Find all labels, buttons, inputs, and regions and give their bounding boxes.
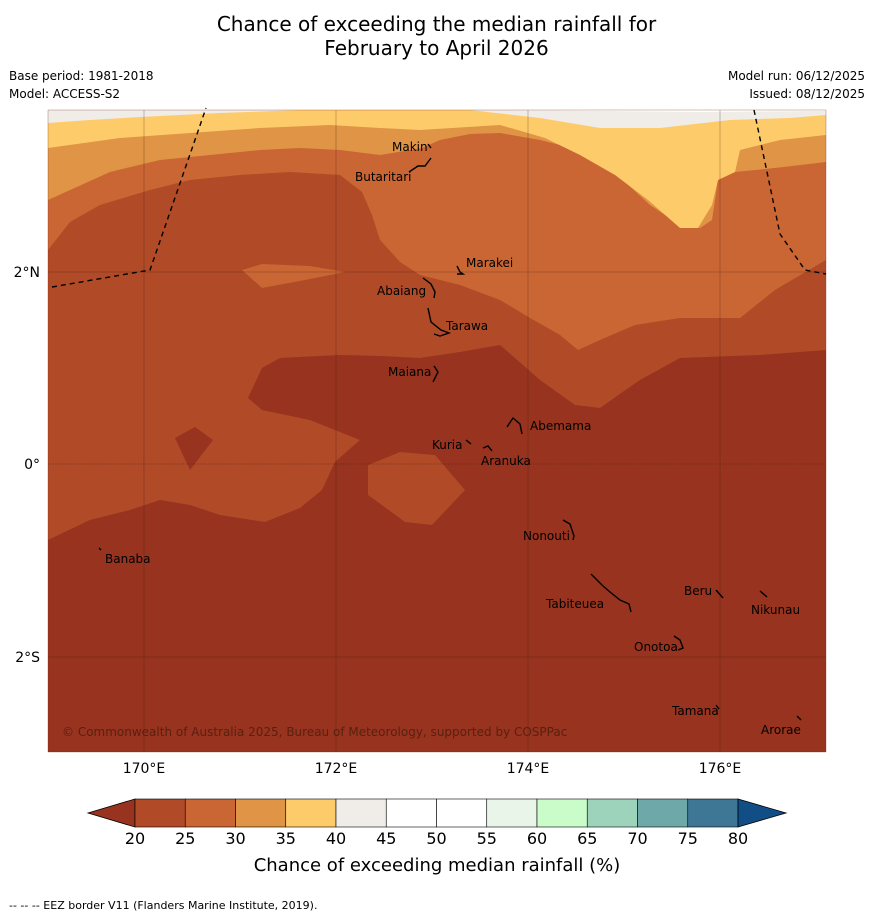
title-line-1: Chance of exceeding the median rainfall …: [216, 12, 657, 36]
colorbar-tick-30: 30: [225, 829, 245, 848]
island-nikunau: [759, 590, 768, 598]
island-abemama: [506, 416, 523, 435]
island-abaiang: [422, 277, 436, 299]
colorbar-tick-45: 45: [376, 829, 396, 848]
eez-border-east: [753, 109, 827, 275]
lon-label-174e: 174°E: [507, 761, 550, 777]
colorbar-tick-80: 80: [728, 829, 748, 848]
colorbar-tick-65: 65: [577, 829, 597, 848]
label-abemama: Abemama: [530, 419, 591, 433]
label-maiana: Maiana: [388, 365, 431, 379]
colorbar-bin-45-50: [385, 798, 437, 828]
island-nonouti: [562, 519, 575, 541]
meta-left: Base period: 1981-2018 Model: ACCESS-S2: [9, 67, 154, 103]
colorbar-tick-55: 55: [477, 829, 497, 848]
island-banaba: [98, 547, 102, 551]
model-run: Model run: 06/12/2025: [727, 69, 865, 83]
eez-border-west: [51, 107, 207, 288]
label-arorae: Arorae: [761, 723, 801, 737]
lat-label-0: 0°: [24, 457, 40, 473]
colorbar-tick-35: 35: [276, 829, 296, 848]
colorbar-below-20: [86, 798, 136, 828]
colorbar-bin-60-65: [536, 798, 588, 828]
island-marakei: [456, 265, 466, 275]
lat-label-2n: 2°N: [14, 265, 40, 281]
colorbar-bin-40-45: [335, 798, 387, 828]
colorbar-ticks: 20 25 30 35 40 45 50 55 60 65 70 75 80: [125, 829, 748, 848]
colorbar-above-80: [737, 798, 788, 828]
label-aranuka: Aranuka: [481, 454, 531, 468]
region-20-25-isle: [368, 452, 465, 525]
map-panel: [48, 110, 826, 752]
island-onotoa: [673, 635, 684, 651]
meta-right: Model run: 06/12/2025 Issued: 08/12/2025: [728, 67, 865, 103]
colorbar-bin-50-55: [436, 798, 488, 828]
island-butaritari: [408, 157, 432, 173]
lat-labels: 2°N 0° 2°S: [14, 265, 41, 666]
colorbar-tick-70: 70: [627, 829, 647, 848]
label-banaba: Banaba: [105, 552, 151, 566]
region-25-30-isle: [242, 264, 345, 288]
lat-label-2s: 2°S: [15, 650, 40, 666]
label-tabiteuea: Tabiteuea: [545, 597, 604, 611]
label-onotoa: Onotoa: [634, 640, 678, 654]
colorbar-bin-75-80: [687, 798, 739, 828]
island-maiana: [432, 365, 439, 383]
label-kuria: Kuria: [432, 438, 463, 452]
eez-borders: [51, 107, 827, 288]
region-40-45: [48, 110, 826, 128]
region-45-50: [48, 110, 826, 112]
label-tamana: Tamana: [671, 704, 719, 718]
colorbar-tick-25: 25: [175, 829, 195, 848]
island-tabiteuea: [590, 573, 632, 613]
colorbar-tick-75: 75: [678, 829, 698, 848]
island-aranuka: [482, 445, 493, 452]
map-frame: [47, 109, 827, 753]
label-makin: Makin: [392, 140, 428, 154]
issued-date: Issued: 08/12/2025: [749, 87, 865, 101]
colorbar-tick-50: 50: [426, 829, 446, 848]
model-name: Model: ACCESS-S2: [9, 87, 121, 101]
colorbar-bin-25-30: [184, 798, 236, 828]
colorbar-title: Chance of exceeding median rainfall (%): [254, 855, 621, 876]
colorbar-bin-30-35: [235, 798, 287, 828]
label-nikunau: Nikunau: [751, 603, 800, 617]
region-35-40: [48, 110, 826, 228]
gridlines: [48, 110, 826, 752]
base-period: Base period: 1981-2018: [9, 69, 154, 83]
colorbar-bin-35-40: [285, 798, 337, 828]
lon-labels: 170°E 172°E 174°E 176°E: [123, 761, 742, 777]
island-makin: [427, 143, 432, 149]
place-labels: Makin Butaritari Marakei Abaiang Tarawa …: [105, 140, 801, 737]
island-arorae: [796, 715, 802, 721]
region-below-20-isle: [175, 427, 213, 470]
island-beru: [715, 589, 724, 599]
colorbar-bin-55-60: [486, 798, 538, 828]
island-tarawa: [427, 307, 452, 337]
colorbar: 20 25 30 35 40 45 50 55 60 65 70 75 80 C…: [86, 798, 788, 876]
colorbar-tick-20: 20: [125, 829, 145, 848]
island-tamana: [715, 704, 720, 710]
colorbar-bin-65-70: [586, 798, 638, 828]
island-outlines: [98, 143, 802, 721]
lon-label-170e: 170°E: [123, 761, 166, 777]
label-marakei: Marakei: [466, 256, 513, 270]
copyright-notice: © Commonwealth of Australia 2025, Bureau…: [62, 725, 567, 739]
label-beru: Beru: [684, 584, 712, 598]
label-nonouti: Nonouti: [523, 529, 570, 543]
colorbar-tick-40: 40: [326, 829, 346, 848]
island-kuria: [465, 439, 472, 445]
eez-footnote: -- -- -- EEZ border V11 (Flanders Marine…: [9, 899, 318, 912]
map-title: Chance of exceeding the median rainfall …: [0, 12, 873, 60]
title-line-2: February to April 2026: [324, 36, 549, 60]
label-tarawa: Tarawa: [445, 319, 488, 333]
colorbar-bin-70-75: [637, 798, 689, 828]
colorbar-tick-60: 60: [527, 829, 547, 848]
colorbar-bin-20-25: [134, 798, 186, 828]
label-butaritari: Butaritari: [355, 170, 412, 184]
lon-label-176e: 176°E: [699, 761, 742, 777]
lon-label-172e: 172°E: [315, 761, 358, 777]
label-abaiang: Abaiang: [377, 284, 426, 298]
